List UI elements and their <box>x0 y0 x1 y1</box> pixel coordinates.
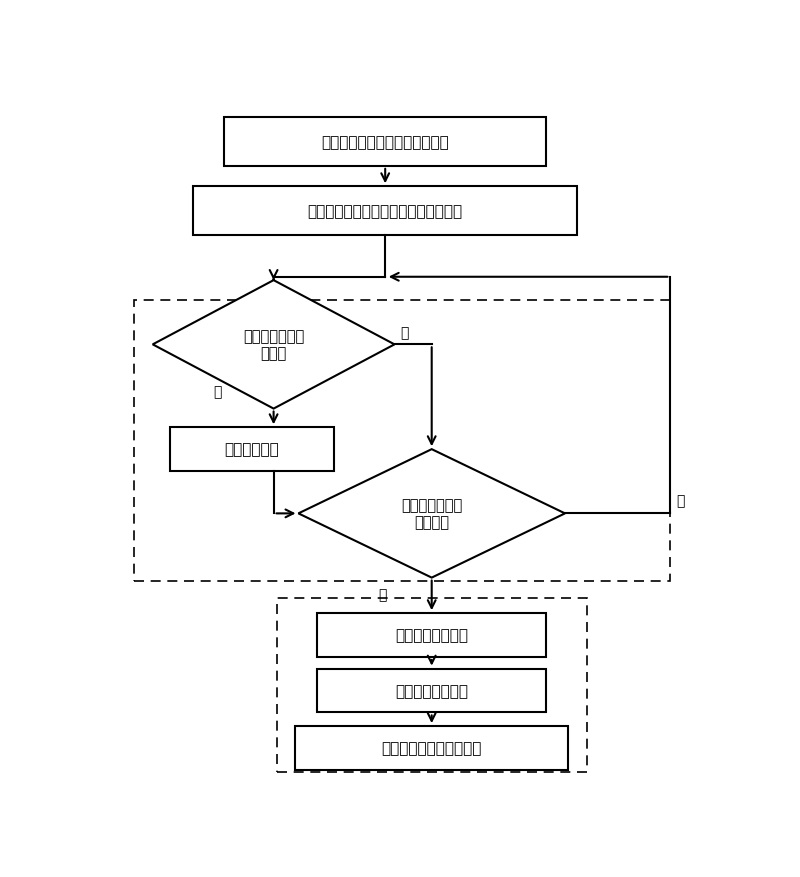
Text: 是否符合单一缺
陷标准: 是否符合单一缺 陷标准 <box>243 329 304 361</box>
FancyBboxPatch shape <box>317 613 546 657</box>
Text: 缺陷估分处理: 缺陷估分处理 <box>225 442 279 457</box>
Text: 结果存储和数据丢弃处理: 结果存储和数据丢弃处理 <box>382 740 482 756</box>
FancyBboxPatch shape <box>224 118 546 167</box>
Polygon shape <box>298 450 565 578</box>
Text: 是否检测、评估
处理完毕: 是否检测、评估 处理完毕 <box>401 497 462 530</box>
Text: 缺陷位置特征处理: 缺陷位置特征处理 <box>395 628 468 643</box>
Text: 待测软件数据预处理，抽取出原始数据: 待测软件数据预处理，抽取出原始数据 <box>308 203 462 218</box>
FancyBboxPatch shape <box>295 726 568 770</box>
Text: 否: 否 <box>401 326 409 339</box>
Text: 缺陷函数特征处理: 缺陷函数特征处理 <box>395 683 468 698</box>
Text: 待测软件及检测标准初始化设置: 待测软件及检测标准初始化设置 <box>322 135 449 150</box>
FancyBboxPatch shape <box>170 428 334 472</box>
Text: 是: 是 <box>378 588 386 602</box>
Text: 是: 是 <box>214 385 222 399</box>
Polygon shape <box>153 281 394 409</box>
Text: 否: 否 <box>677 493 685 507</box>
FancyBboxPatch shape <box>193 187 578 236</box>
FancyBboxPatch shape <box>317 669 546 713</box>
